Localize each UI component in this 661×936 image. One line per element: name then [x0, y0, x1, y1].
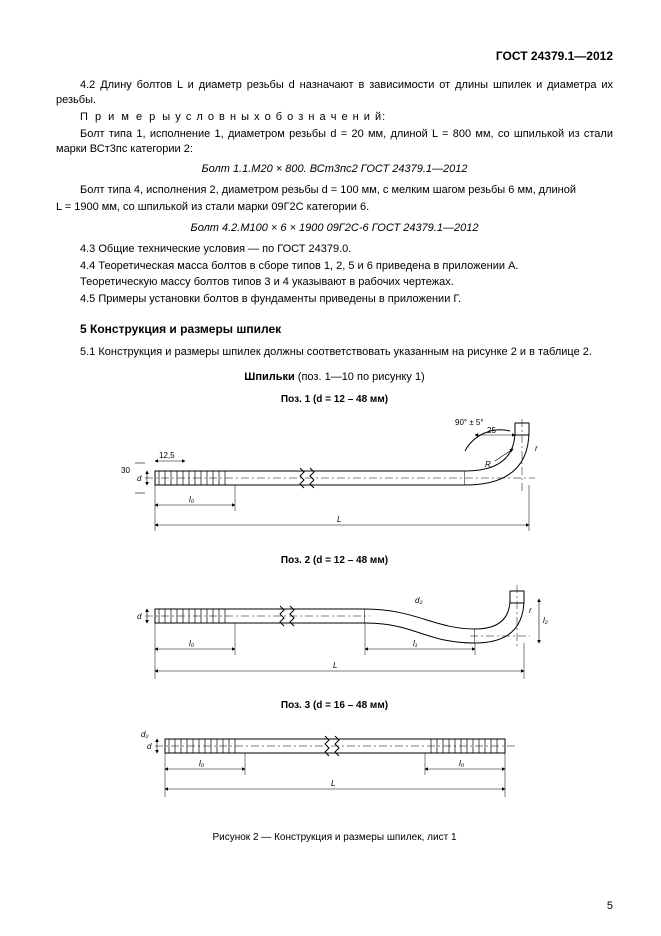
figure-caption: Рисунок 2 — Конструкция и размеры шпилек…	[56, 831, 613, 845]
svg-text:l₂: l₂	[543, 616, 548, 625]
svg-text:R: R	[485, 460, 491, 469]
svg-text:25: 25	[487, 426, 496, 435]
svg-text:30: 30	[121, 466, 130, 475]
svg-text:L: L	[331, 779, 335, 788]
svg-text:d: d	[137, 474, 142, 483]
svg-text:l₀: l₀	[459, 759, 465, 768]
para-4-2: 4.2 Длину болтов L и диаметр резьбы d на…	[56, 78, 613, 108]
para-example-1: Болт типа 1, исполнение 1, диаметром рез…	[56, 127, 613, 157]
pos1-label: Поз. 1 (d = 12 – 48 мм)	[56, 393, 613, 407]
figure-title: Шпильки (поз. 1—10 по рисунку 1)	[56, 370, 613, 385]
para-5-1: 5.1 Конструкция и размеры шпилек должны …	[56, 345, 613, 360]
page-number: 5	[607, 899, 613, 914]
svg-text:r: r	[529, 606, 532, 615]
document-code: ГОСТ 24379.1—2012	[56, 48, 613, 64]
svg-text:d: d	[137, 612, 142, 621]
formula-1: Болт 1.1.М20 × 800. ВСт3пс2 ГОСТ 24379.1…	[56, 162, 613, 177]
svg-text:d₂: d₂	[141, 730, 149, 739]
figure-title-bold: Шпильки	[244, 371, 294, 383]
formula-2: Болт 4.2.М100 × 6 × 1900 09Г2С-6 ГОСТ 24…	[56, 221, 613, 236]
svg-text:d: d	[147, 742, 152, 751]
para-4-4a: 4.4 Теоретическая масса болтов в сборе т…	[56, 259, 613, 274]
para-examples-label: П р и м е р ы у с л о в н ы х о б о з н …	[56, 110, 613, 125]
svg-text:12,5: 12,5	[159, 451, 175, 460]
svg-text:l₀: l₀	[189, 639, 195, 648]
svg-text:L: L	[333, 661, 337, 670]
section-5-head: 5 Конструкция и размеры шпилек	[80, 321, 613, 337]
figure-title-rest: (поз. 1—10 по рисунку 1)	[295, 371, 425, 383]
para-example-2a: Болт типа 4, исполнения 2, диаметром рез…	[56, 183, 613, 198]
svg-text:L: L	[337, 515, 341, 524]
examples-lead: П р и м е р ы	[80, 111, 172, 123]
para-4-4b: Теоретическую массу болтов типов 3 и 4 у…	[56, 275, 613, 290]
pos2-label: Поз. 2 (d = 12 – 48 мм)	[56, 554, 613, 568]
para-4-5: 4.5 Примеры установки болтов в фундамент…	[56, 292, 613, 307]
svg-text:l₀: l₀	[199, 759, 205, 768]
svg-text:r: r	[535, 444, 538, 453]
pos2-drawing: d d₂ r l₂ l₀ l₁ L	[115, 571, 555, 691]
svg-text:l₀: l₀	[189, 495, 195, 504]
svg-text:l₁: l₁	[413, 639, 418, 648]
pos1-drawing: 90° ± 5° 25 R r d 30 12,5 l₀ L	[115, 411, 555, 546]
examples-rest: у с л о в н ы х о б о з н а ч е н и й:	[175, 111, 386, 123]
svg-text:d₂: d₂	[415, 596, 423, 605]
para-4-3: 4.3 Общие технические условия — по ГОСТ …	[56, 242, 613, 257]
svg-text:90° ± 5°: 90° ± 5°	[455, 418, 484, 427]
pos3-label: Поз. 3 (d = 16 – 48 мм)	[56, 699, 613, 713]
para-example-2b: L = 1900 мм, со шпилькой из стали марки …	[56, 200, 613, 215]
pos3-drawing: d d₂ l₀ l₀ L	[125, 717, 545, 807]
